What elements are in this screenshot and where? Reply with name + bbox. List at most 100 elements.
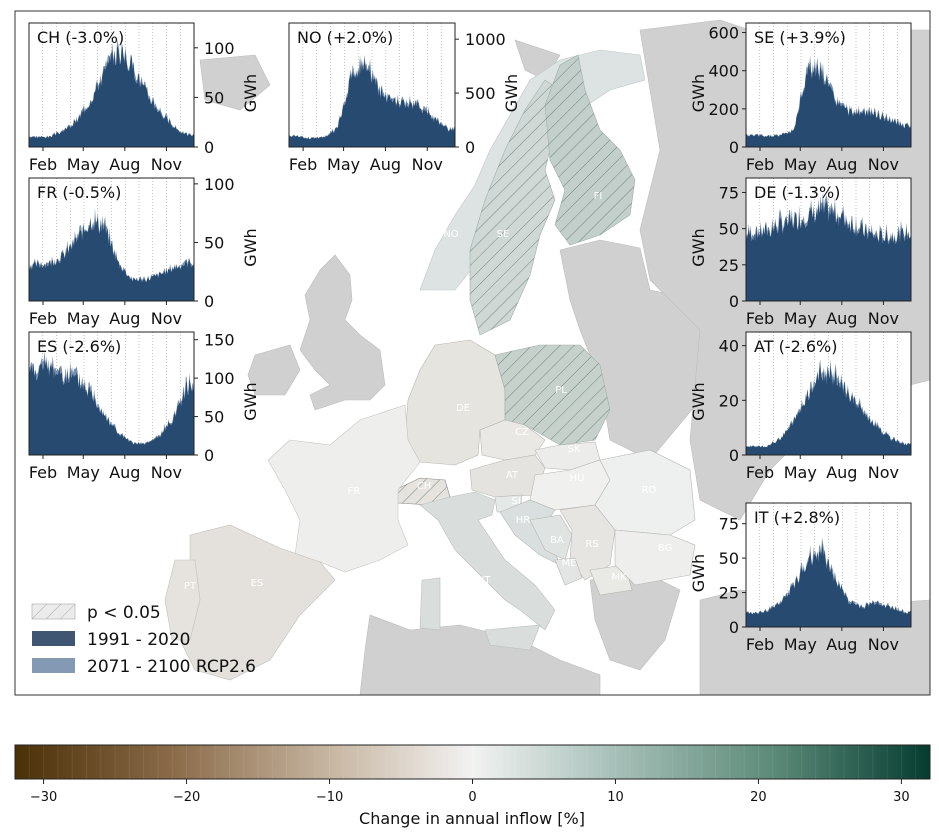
- legend-swatch: [32, 658, 75, 673]
- inset-chart-7: IT (+2.8%) Feb May Aug Nov 0 25 50 75 GWh: [689, 502, 912, 654]
- legend-label: 2071 - 2100 RCP2.6: [87, 657, 256, 677]
- inset-xtick-label: May: [67, 155, 100, 174]
- inset-chart-0: CH (-3.0%) Feb May Aug Nov 0 50 100 GWh: [28, 22, 260, 174]
- inset-ylabel: GWh: [689, 74, 708, 112]
- colorbar-ticks: −30 −20 −10 0 10 20 30: [30, 779, 910, 805]
- inset-frame: [28, 331, 195, 456]
- inset-ytick-label: 0: [729, 618, 739, 637]
- inset-frame: [28, 22, 195, 148]
- inset-xtick-label: Nov: [868, 309, 899, 328]
- country-label-es: ES: [251, 578, 264, 589]
- legend: p < 0.05 1991 - 2020 2071 - 2100 RCP2.6: [31, 603, 256, 677]
- country-ba: [529, 514, 573, 561]
- colorbar-tick-label: 20: [750, 790, 767, 805]
- inset-chart-5: ES (-2.6%) Feb May Aug Nov 0 50 100 150 GWh: [28, 331, 260, 482]
- country-label-de: DE: [456, 403, 470, 414]
- inset-xtick-label: Feb: [746, 463, 774, 482]
- area-series-historical: [289, 58, 455, 147]
- hatch-pl: [495, 345, 610, 445]
- inset-ytick-label: 200: [708, 100, 739, 119]
- inset-xtick-label: Feb: [746, 155, 774, 174]
- inset-ylabel: GWh: [502, 74, 521, 112]
- hatch-fi: [545, 55, 635, 245]
- inset-ytick-label: 400: [708, 62, 739, 81]
- inset-ytick-label: 0: [204, 292, 214, 311]
- inset-xtick-label: Feb: [29, 463, 57, 482]
- inset-title: SE (+3.9%): [754, 28, 846, 47]
- inset-xtick-label: Nov: [151, 309, 182, 328]
- great-britain: [299, 254, 386, 411]
- inset-ytick-label: 100: [204, 369, 235, 388]
- inset-chart-6: AT (-2.6%) Feb May Aug Nov 0 20 40 GWh: [689, 331, 912, 482]
- legend-label: 1991 - 2020: [87, 630, 190, 650]
- inset-ylabel: GWh: [689, 228, 708, 266]
- inset-ylabel: GWh: [689, 382, 708, 420]
- inset-xtick-label: Aug: [109, 309, 140, 328]
- inset-xtick-label: May: [784, 155, 817, 174]
- inset-title: DE (-1.3%): [754, 183, 840, 202]
- inset-ytick-label: 1000: [465, 30, 506, 49]
- inset-frame: [745, 22, 912, 148]
- inset-xtick-label: Aug: [826, 155, 857, 174]
- colorbar: −30 −20 −10 0 10 20 30 Change in annual inflow…: [14, 744, 931, 828]
- inset-ytick-label: 0: [729, 138, 739, 157]
- inset-ytick-label: 75: [719, 515, 739, 534]
- inset-ytick-label: 0: [729, 446, 739, 465]
- inset-ytick-label: 600: [708, 24, 739, 43]
- ireland: [247, 344, 301, 396]
- colorbar-tick-label: −30: [30, 790, 57, 805]
- country-label-pl: PL: [555, 385, 567, 396]
- inset-frame: [745, 331, 912, 456]
- country-cz: [479, 419, 546, 461]
- inset-title: CH (-3.0%): [37, 28, 124, 47]
- inset-xtick-label: Aug: [109, 155, 140, 174]
- area-series-historical: [29, 359, 194, 455]
- inset-xtick-label: Nov: [412, 155, 443, 174]
- inset-ytick-label: 40: [719, 337, 739, 356]
- inset-ytick-label: 0: [204, 446, 214, 465]
- country-fr: [267, 404, 421, 573]
- colorbar-tick-label: −10: [316, 790, 343, 805]
- inset-title: ES (-2.6%): [37, 337, 121, 356]
- inset-xtick-label: May: [327, 155, 360, 174]
- country-label-rs: RS: [585, 539, 598, 550]
- country-label-si: SI: [511, 496, 520, 507]
- colorbar-gradient: [14, 744, 931, 780]
- colorbar-tick-label: 10: [607, 790, 624, 805]
- country-me: [554, 557, 583, 586]
- inset-chart-2: SE (+3.9%) Feb May Aug Nov 0 200 400 600 GWh: [689, 22, 912, 174]
- inset-ytick-label: 100: [204, 175, 235, 194]
- sicily: [484, 624, 541, 651]
- area-series-historical: [29, 46, 194, 147]
- area-series-historical: [746, 201, 911, 301]
- country-label-it: IT: [481, 575, 491, 586]
- inset-xtick-label: Aug: [826, 309, 857, 328]
- inset-ytick-label: 0: [729, 292, 739, 311]
- inset-xtick-label: Feb: [29, 309, 57, 328]
- inset-ylabel: GWh: [241, 74, 260, 112]
- inset-ytick-label: 0: [204, 138, 214, 157]
- inset-ytick-label: 50: [204, 233, 224, 252]
- country-label-ba: BA: [550, 535, 564, 546]
- country-label-mk: MK: [611, 572, 627, 583]
- inset-title: FR (-0.5%): [37, 183, 121, 202]
- inset-ylabel: GWh: [689, 554, 708, 592]
- inset-xtick-label: Nov: [868, 463, 899, 482]
- iceland: [199, 54, 271, 111]
- inset-ytick-label: 20: [719, 391, 739, 410]
- inset-title: NO (+2.0%): [297, 28, 393, 47]
- inset-ytick-label: 50: [204, 88, 224, 107]
- inset-xtick-label: Nov: [151, 463, 182, 482]
- inset-xtick-label: Nov: [151, 155, 182, 174]
- inset-title: IT (+2.8%): [754, 508, 840, 527]
- country-label-fr: FR: [348, 486, 361, 497]
- country-label-fi: FI: [594, 191, 603, 202]
- inset-ytick-label: 75: [719, 183, 739, 202]
- colorbar-tick-label: 30: [893, 790, 910, 805]
- country-label-at: AT: [506, 470, 519, 481]
- inset-ytick-label: 0: [465, 138, 475, 157]
- inset-frame: [28, 177, 195, 302]
- country-label-no: NO: [443, 229, 458, 240]
- inset-xtick-label: May: [67, 463, 100, 482]
